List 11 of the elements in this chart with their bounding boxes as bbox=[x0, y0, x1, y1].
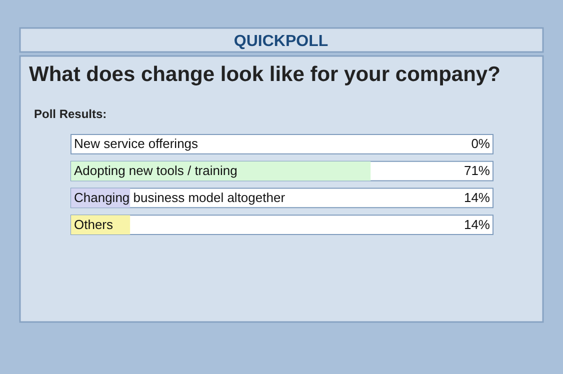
y-tick-label: Adopting new tools / training bbox=[74, 163, 238, 178]
text: Poll Results: bbox=[34, 107, 107, 121]
y-tick-label: Others bbox=[74, 216, 114, 232]
y-tick-label: New service offerings bbox=[74, 136, 199, 152]
y-tick-label: Changing business model altogether bbox=[74, 190, 286, 205]
data-label: 14% bbox=[464, 216, 490, 232]
data-label: 14% bbox=[464, 190, 490, 205]
chart-subtitle: What does change look like for your company? bbox=[29, 63, 500, 86]
chart-title: QUICKPOLL bbox=[234, 33, 328, 50]
data-label: 71% bbox=[464, 163, 490, 178]
data-label: 0% bbox=[471, 136, 490, 152]
